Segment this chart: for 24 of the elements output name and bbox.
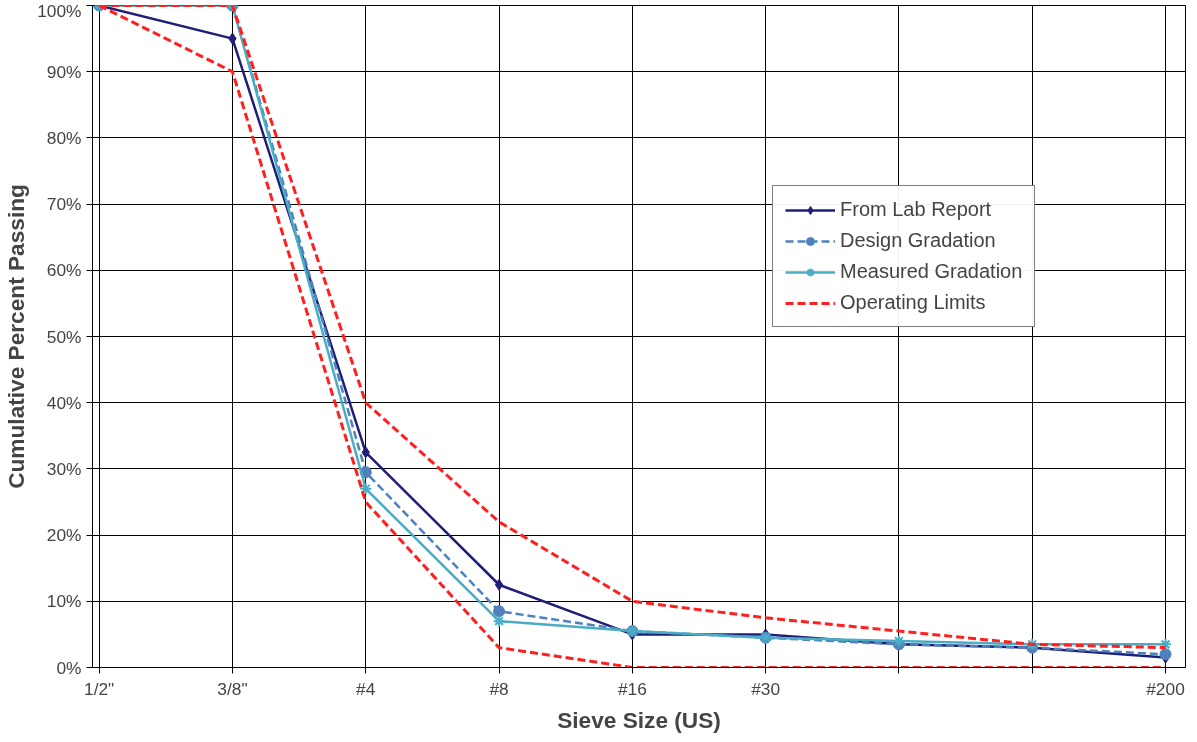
y-tick-label: 100% <box>37 0 82 21</box>
legend-label: From Lab Report <box>840 198 992 221</box>
x-tick-label: #8 <box>489 678 509 699</box>
y-tick-label: 50% <box>46 326 82 347</box>
x-tick-label: #4 <box>356 678 376 699</box>
y-tick-label: 80% <box>46 127 82 148</box>
y-tick-label: 0% <box>56 657 82 678</box>
x-tick-label: #200 <box>1146 678 1185 699</box>
y-tick-label: 60% <box>46 260 82 281</box>
y-tick-label: 90% <box>46 61 82 82</box>
x-tick-label: #16 <box>617 678 647 699</box>
y-tick-label: 70% <box>46 194 82 215</box>
x-tick-label: 1/2" <box>84 678 115 699</box>
y-tick-label: 30% <box>46 458 82 479</box>
legend-label: Design Gradation <box>840 229 996 252</box>
x-tick-label: #30 <box>751 678 781 699</box>
y-tick-label: 20% <box>46 525 82 546</box>
x-axis-title: Sieve Size (US) <box>557 706 721 733</box>
legend-label: Operating Limits <box>840 291 986 314</box>
y-axis-title: Cumulative Percent Passing <box>3 184 30 489</box>
y-tick-label: 10% <box>46 591 82 612</box>
legend-label: Measured Gradation <box>840 260 1023 283</box>
y-tick-label: 40% <box>46 392 82 413</box>
x-tick-label: 3/8" <box>217 678 248 699</box>
